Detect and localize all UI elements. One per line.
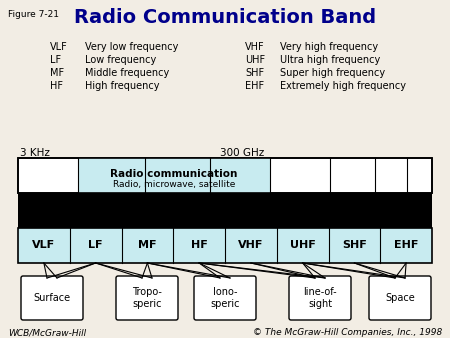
Text: UHF: UHF (245, 55, 265, 65)
Text: MF: MF (50, 68, 64, 78)
Text: Surface: Surface (33, 293, 71, 303)
Text: © The McGraw-Hill Companies, Inc., 1998: © The McGraw-Hill Companies, Inc., 1998 (253, 328, 442, 337)
Text: Very low frequency: Very low frequency (85, 42, 178, 52)
Text: EHF: EHF (245, 81, 264, 91)
FancyBboxPatch shape (116, 276, 178, 320)
FancyBboxPatch shape (194, 276, 256, 320)
Text: VHF: VHF (245, 42, 265, 52)
Text: Radio, microwave, satellite: Radio, microwave, satellite (113, 180, 235, 189)
Text: EHF: EHF (394, 241, 418, 250)
Bar (78, 158, 270, 193)
FancyBboxPatch shape (369, 276, 431, 320)
Bar (18, 158, 432, 193)
Text: Figure 7-21: Figure 7-21 (8, 10, 59, 19)
Text: Very high frequency: Very high frequency (280, 42, 378, 52)
Text: LF: LF (50, 55, 61, 65)
Text: VLF: VLF (50, 42, 68, 52)
Polygon shape (18, 193, 432, 228)
Text: High frequency: High frequency (85, 81, 159, 91)
Text: UHF: UHF (290, 241, 315, 250)
Bar (18, 158, 432, 193)
Text: Extremely high frequency: Extremely high frequency (280, 81, 406, 91)
Text: line-of-
sight: line-of- sight (303, 287, 337, 309)
Text: Ultra high frequency: Ultra high frequency (280, 55, 380, 65)
Text: LF: LF (88, 241, 103, 250)
Text: HF: HF (50, 81, 63, 91)
Text: Space: Space (385, 293, 415, 303)
Text: Radio communication: Radio communication (110, 169, 238, 179)
Text: VLF: VLF (32, 241, 55, 250)
Text: Radio Communication Band: Radio Communication Band (74, 8, 376, 27)
Text: HF: HF (191, 241, 207, 250)
Bar (18, 228, 432, 263)
FancyBboxPatch shape (21, 276, 83, 320)
Text: Middle frequency: Middle frequency (85, 68, 169, 78)
Text: SHF: SHF (245, 68, 264, 78)
Text: Low frequency: Low frequency (85, 55, 156, 65)
Text: WCB/McGraw-Hill: WCB/McGraw-Hill (8, 328, 86, 337)
Text: Iono-
speric: Iono- speric (210, 287, 240, 309)
Text: VHF: VHF (238, 241, 264, 250)
Text: SHF: SHF (342, 241, 367, 250)
Text: 300 GHz: 300 GHz (220, 148, 264, 158)
Text: Tropo-
speric: Tropo- speric (132, 287, 162, 309)
Text: 3 KHz: 3 KHz (20, 148, 50, 158)
Text: MF: MF (138, 241, 157, 250)
Text: Super high frequency: Super high frequency (280, 68, 385, 78)
FancyBboxPatch shape (289, 276, 351, 320)
